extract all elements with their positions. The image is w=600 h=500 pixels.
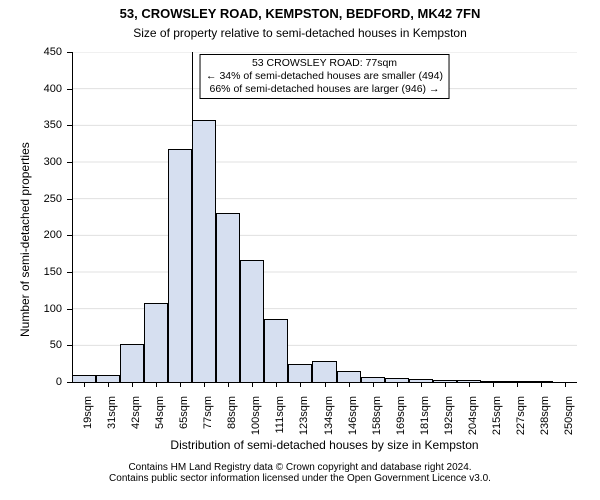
x-tick-label: 100sqm xyxy=(250,396,262,435)
x-tick-label: 54sqm xyxy=(154,396,166,429)
histogram-bar xyxy=(72,375,96,382)
footer: Contains HM Land Registry data © Crown c… xyxy=(0,462,600,484)
y-axis-line xyxy=(72,52,73,382)
x-tick-label: 88sqm xyxy=(226,396,238,429)
x-tick-label: 42sqm xyxy=(130,396,142,429)
x-tick-label: 181sqm xyxy=(419,396,431,435)
histogram-bar xyxy=(240,260,264,382)
histogram-bar xyxy=(120,344,144,382)
histogram-bar xyxy=(337,371,361,382)
y-tick-label: 300 xyxy=(0,156,62,168)
x-tick-label: 227sqm xyxy=(515,396,527,435)
y-tick-label: 350 xyxy=(0,119,62,131)
annotation-line1: 53 CROWSLEY ROAD: 77sqm xyxy=(206,57,443,70)
x-axis-line xyxy=(72,382,577,383)
footer-line2: Contains public sector information licen… xyxy=(0,473,600,484)
chart-title: 53, CROWSLEY ROAD, KEMPSTON, BEDFORD, MK… xyxy=(0,6,600,21)
histogram-bar xyxy=(192,120,216,382)
footer-line1: Contains HM Land Registry data © Crown c… xyxy=(0,462,600,473)
x-tick-label: 19sqm xyxy=(82,396,94,429)
x-tick-label: 123sqm xyxy=(298,396,310,435)
y-tick-label: 450 xyxy=(0,46,62,58)
histogram-bar xyxy=(264,319,288,382)
y-tick-label: 250 xyxy=(0,193,62,205)
x-tick-label: 65sqm xyxy=(178,396,190,429)
x-tick-label: 238sqm xyxy=(539,396,551,435)
histogram-bar xyxy=(312,361,336,382)
plot-area: 53 CROWSLEY ROAD: 77sqm ← 34% of semi-de… xyxy=(72,52,577,382)
y-tick-label: 100 xyxy=(0,303,62,315)
x-tick-label: 192sqm xyxy=(443,396,455,435)
x-tick-label: 215sqm xyxy=(491,396,503,435)
annotation-line3: 66% of semi-detached houses are larger (… xyxy=(206,83,443,96)
histogram-bar xyxy=(216,213,240,382)
reference-line xyxy=(192,52,193,382)
x-tick-label: 111sqm xyxy=(274,396,286,434)
x-tick-label: 77sqm xyxy=(202,396,214,429)
annotation-line2: ← 34% of semi-detached houses are smalle… xyxy=(206,70,443,83)
y-tick-label: 0 xyxy=(0,376,62,388)
x-axis-label: Distribution of semi-detached houses by … xyxy=(72,438,577,452)
x-tick-label: 158sqm xyxy=(371,396,383,435)
histogram-bar xyxy=(96,375,120,382)
histogram-bar xyxy=(144,303,168,382)
histogram-bar xyxy=(168,149,192,382)
chart-subtitle: Size of property relative to semi-detach… xyxy=(0,26,600,40)
x-tick-label: 204sqm xyxy=(467,396,479,435)
x-tick-label: 169sqm xyxy=(395,396,407,435)
histogram-bar xyxy=(288,364,312,382)
y-tick-label: 50 xyxy=(0,339,62,351)
y-tick-label: 200 xyxy=(0,229,62,241)
x-tick-label: 146sqm xyxy=(347,396,359,435)
x-tick-label: 31sqm xyxy=(106,396,118,429)
annotation-box: 53 CROWSLEY ROAD: 77sqm ← 34% of semi-de… xyxy=(199,54,450,99)
x-tick-label: 134sqm xyxy=(323,396,335,435)
y-tick-label: 400 xyxy=(0,83,62,95)
y-tick-label: 150 xyxy=(0,266,62,278)
x-tick-label: 250sqm xyxy=(563,396,575,435)
chart-container: 53, CROWSLEY ROAD, KEMPSTON, BEDFORD, MK… xyxy=(0,0,600,500)
